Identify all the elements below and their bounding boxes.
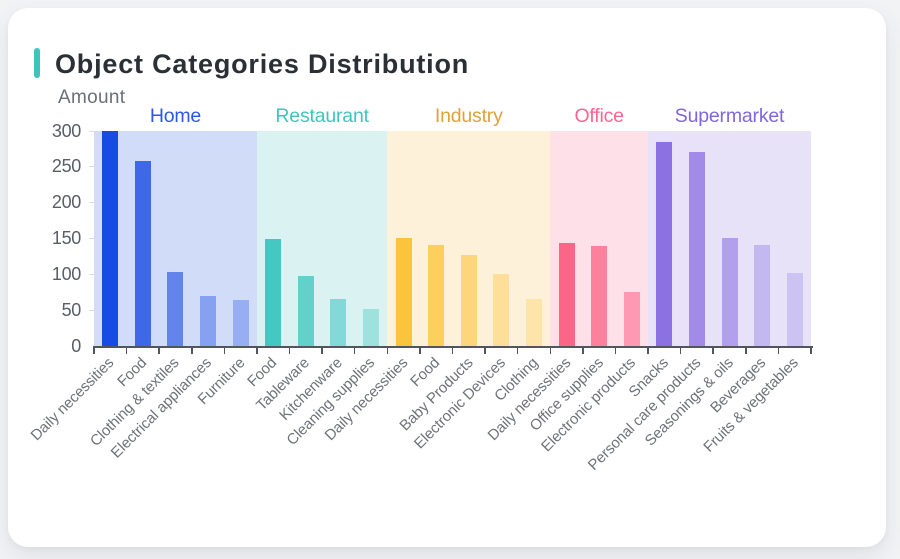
x-axis-tick [419,348,421,354]
bar-personal-care-products[interactable] [688,152,705,346]
bar-kitchenware[interactable] [330,298,347,346]
x-axis-tick [158,348,160,354]
bar-furniture[interactable] [232,300,249,346]
bar-electronic-products[interactable] [623,292,640,346]
y-axis-tick [89,274,94,276]
y-axis-label: 150 [51,228,81,249]
x-axis-tick [386,348,389,354]
bar-fruits-vegetables[interactable] [786,273,803,346]
x-axis-tick [288,348,291,354]
x-axis-tick [647,348,649,354]
bar-snacks[interactable] [656,141,673,346]
bar-daily-necessities[interactable] [102,130,119,346]
x-axis-line [92,346,813,348]
x-axis-tick [679,348,682,354]
x-axis-tick [810,348,812,354]
x-axis-tick [582,348,584,354]
y-axis-tick [89,166,94,168]
y-axis-label: 0 [71,336,81,356]
x-axis-tick [516,348,519,354]
bar-daily-necessities[interactable] [558,243,575,346]
bar-food[interactable] [265,238,282,346]
x-axis-tick [451,348,454,354]
group-label-restaurant: Restaurant [275,105,369,127]
x-axis-tick [745,348,747,354]
x-axis-tick [712,348,714,354]
x-axis-tick [549,348,552,354]
bar-baby-products[interactable] [460,254,477,346]
bar-beverages[interactable] [754,244,771,346]
y-axis-name: Amount [58,87,126,108]
y-axis-label: 250 [51,156,81,177]
y-axis-label: 100 [51,264,81,285]
x-axis-tick [125,348,128,354]
bar-electrical-appliances[interactable] [200,295,217,346]
bar-electronic-devices[interactable] [493,274,510,346]
x-axis-tick [484,348,486,354]
x-axis-tick [777,348,780,354]
bar-seasonings-oils[interactable] [721,238,738,346]
bar-cleaning-supplies[interactable] [363,308,380,346]
x-axis-tick [191,348,193,354]
group-label-office: Office [574,105,624,127]
y-axis-label: 200 [51,192,81,213]
group-label-industry: Industry [434,105,503,127]
chart-title: Object Categories Distribution [55,49,470,79]
x-axis-tick [223,348,226,354]
group-label-supermarket: Supermarket [674,105,785,127]
group-label-home: Home [149,105,202,127]
title-accent-bar [34,48,40,78]
y-axis-tick [89,238,94,240]
x-axis-tick [256,348,258,354]
x-axis-tick [353,348,356,354]
bar-daily-necessities[interactable] [395,237,412,346]
bar-food[interactable] [428,245,445,346]
bar-clothing[interactable] [525,299,542,346]
x-axis-tick [614,348,617,354]
bar-tableware[interactable] [297,275,314,346]
y-axis-label: 300 [51,120,81,141]
x-axis-tick [321,348,323,354]
bar-office-supplies[interactable] [591,246,608,346]
y-axis-tick [89,310,94,312]
y-axis-tick [89,202,94,204]
bar-clothing-textiles[interactable] [167,272,184,346]
y-axis-label: 50 [61,300,82,321]
x-axis-tick [93,348,95,354]
y-axis-tick [89,130,94,132]
bar-food[interactable] [134,160,151,346]
